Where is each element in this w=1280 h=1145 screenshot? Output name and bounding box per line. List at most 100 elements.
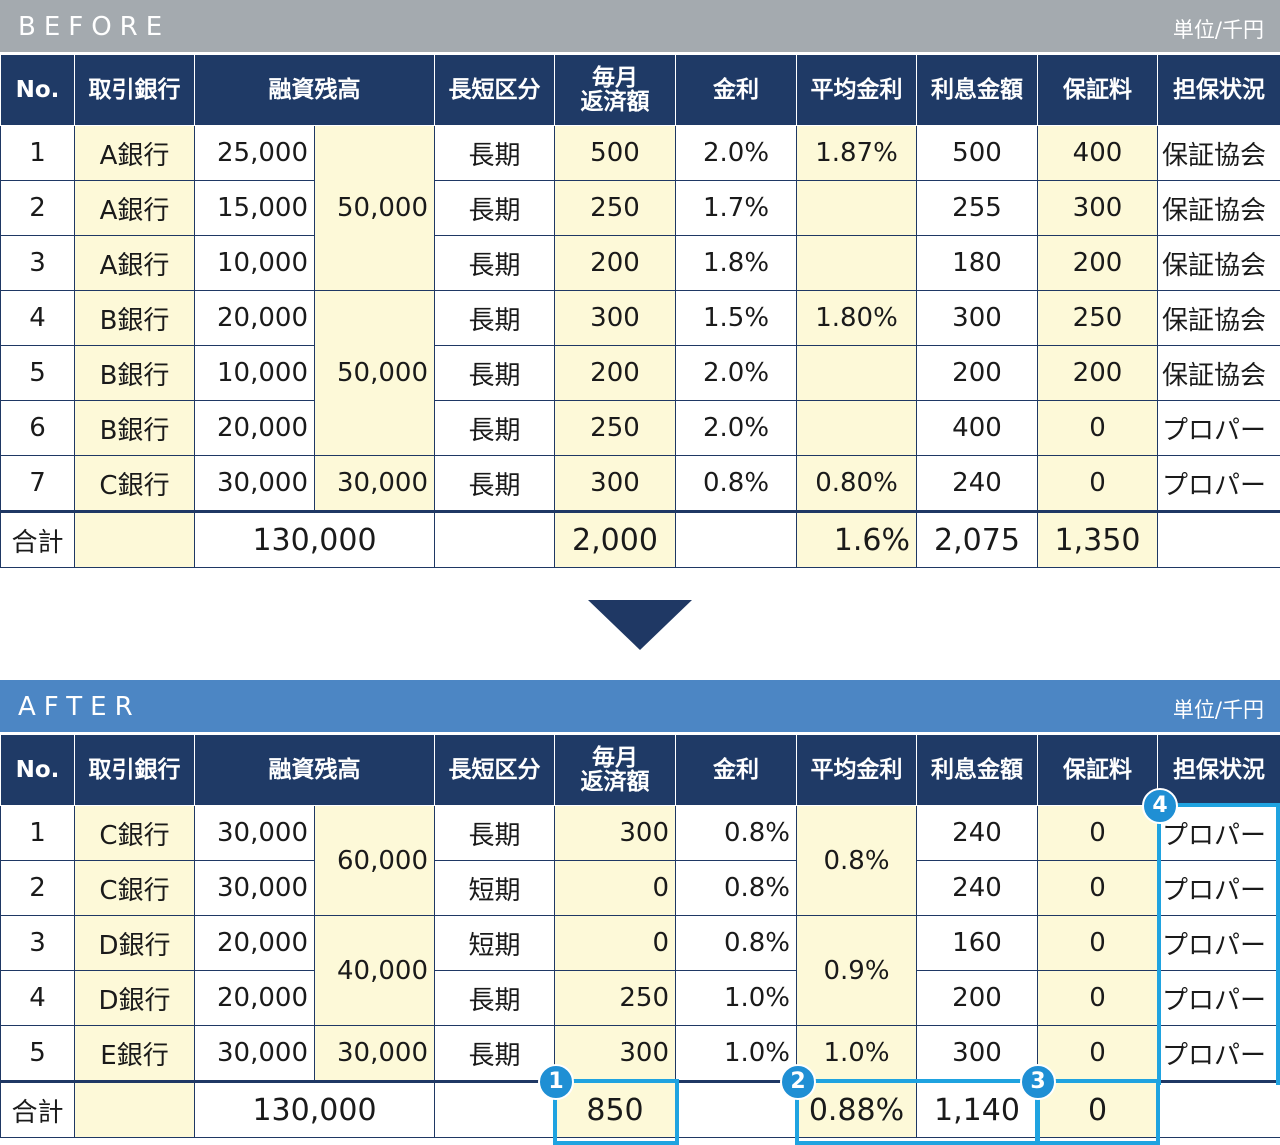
header-no: No.	[1, 735, 75, 806]
cell-term: 長期	[435, 126, 555, 181]
header-bank: 取引銀行	[75, 735, 195, 806]
header-collateral: 担保状況	[1158, 735, 1280, 806]
cell-interest: 255	[917, 181, 1038, 236]
total-label: 合計	[1, 512, 75, 568]
cell-fee: 0	[1038, 456, 1158, 512]
cell-subtotal: 60,000	[315, 806, 435, 916]
header-avg-rate: 平均金利	[797, 735, 917, 806]
cell-bank: C銀行	[75, 861, 195, 916]
cell-fee: 0	[1038, 971, 1158, 1026]
header-balance: 融資残高	[195, 735, 435, 806]
header-bank: 取引銀行	[75, 55, 195, 126]
cell-fee: 0	[1038, 1026, 1158, 1082]
total-row: 合計 130,000 850 0.88% 1,140 0	[1, 1082, 1280, 1138]
cell-term: 長期	[435, 401, 555, 456]
before-unit: 単位/千円	[1173, 14, 1264, 44]
cell-monthly: 300	[555, 456, 676, 512]
total-monthly: 850	[555, 1082, 676, 1138]
cell-rate: 0.8%	[676, 916, 797, 971]
total-bank-blank	[75, 1082, 195, 1138]
cell-term: 短期	[435, 916, 555, 971]
down-arrow-icon	[588, 600, 692, 650]
cell-term: 短期	[435, 861, 555, 916]
cell-fee: 0	[1038, 916, 1158, 971]
cell-monthly: 300	[555, 291, 676, 346]
header-term: 長短区分	[435, 55, 555, 126]
cell-rate: 1.7%	[676, 181, 797, 236]
cell-fee: 0	[1038, 401, 1158, 456]
cell-term: 長期	[435, 291, 555, 346]
header-balance: 融資残高	[195, 55, 435, 126]
cell-collateral: プロパー	[1158, 861, 1280, 916]
cell-subtotal: 30,000	[315, 1026, 435, 1082]
cell-collateral: プロパー	[1158, 401, 1280, 456]
cell-interest: 160	[917, 916, 1038, 971]
cell-rate: 1.0%	[676, 971, 797, 1026]
cell-interest: 200	[917, 346, 1038, 401]
cell-balance: 30,000	[195, 456, 315, 512]
cell-subtotal: 30,000	[315, 456, 435, 512]
total-interest: 2,075	[917, 512, 1038, 568]
header-rate: 金利	[676, 735, 797, 806]
cell-term: 長期	[435, 806, 555, 861]
cell-fee: 250	[1038, 291, 1158, 346]
cell-bank: E銀行	[75, 1026, 195, 1082]
total-interest: 1,140	[917, 1082, 1038, 1138]
cell-balance: 15,000	[195, 181, 315, 236]
cell-no: 1	[1, 126, 75, 181]
cell-collateral: 保証協会	[1158, 291, 1280, 346]
table-row: 3 A銀行 10,000 長期 200 1.8% 180 200 保証協会	[1, 236, 1280, 291]
total-rate-blank	[676, 1082, 797, 1138]
cell-fee: 0	[1038, 861, 1158, 916]
cell-no: 2	[1, 181, 75, 236]
cell-interest: 300	[917, 291, 1038, 346]
table-row: 6 B銀行 20,000 長期 250 2.0% 400 0 プロパー	[1, 401, 1280, 456]
total-avg-rate: 0.88%	[797, 1082, 917, 1138]
cell-avg-rate: 1.0%	[797, 1026, 917, 1082]
cell-interest: 400	[917, 401, 1038, 456]
cell-bank: A銀行	[75, 236, 195, 291]
table-row: 5 E銀行 30,000 30,000 長期 300 1.0% 1.0% 300…	[1, 1026, 1280, 1082]
header-term: 長短区分	[435, 735, 555, 806]
before-title-bar: BEFORE 単位/千円	[0, 0, 1280, 52]
total-collateral-blank	[1158, 512, 1280, 568]
table-row: 7 C銀行 30,000 30,000 長期 300 0.8% 0.80% 24…	[1, 456, 1280, 512]
before-header-row: No. 取引銀行 融資残高 長短区分 毎月返済額 金利 平均金利 利息金額 保証…	[1, 55, 1280, 126]
cell-monthly: 0	[555, 861, 676, 916]
before-table: No. 取引銀行 融資残高 長短区分 毎月返済額 金利 平均金利 利息金額 保証…	[0, 54, 1280, 568]
cell-bank: A銀行	[75, 181, 195, 236]
cell-rate: 0.8%	[676, 456, 797, 512]
cell-rate: 2.0%	[676, 346, 797, 401]
cell-term: 長期	[435, 456, 555, 512]
cell-monthly: 300	[555, 806, 676, 861]
header-avg-rate: 平均金利	[797, 55, 917, 126]
total-bank-blank	[75, 512, 195, 568]
cell-bank: C銀行	[75, 456, 195, 512]
cell-term: 長期	[435, 236, 555, 291]
total-collateral-blank	[1158, 1082, 1280, 1138]
cell-monthly: 200	[555, 346, 676, 401]
cell-bank: B銀行	[75, 346, 195, 401]
total-balance: 130,000	[195, 1082, 435, 1138]
total-monthly: 2,000	[555, 512, 676, 568]
header-rate: 金利	[676, 55, 797, 126]
cell-avg-rate	[797, 401, 917, 456]
cell-no: 2	[1, 861, 75, 916]
total-fee: 1,350	[1038, 512, 1158, 568]
cell-balance: 10,000	[195, 236, 315, 291]
total-fee: 0	[1038, 1082, 1158, 1138]
header-monthly: 毎月返済額	[555, 55, 676, 126]
table-row: 4 D銀行 20,000 長期 250 1.0% 200 0 プロパー	[1, 971, 1280, 1026]
cell-avg-rate	[797, 236, 917, 291]
cell-subtotal: 40,000	[315, 916, 435, 1026]
cell-monthly: 250	[555, 181, 676, 236]
total-balance: 130,000	[195, 512, 435, 568]
cell-balance: 25,000	[195, 126, 315, 181]
total-rate-blank	[676, 512, 797, 568]
total-avg-rate: 1.6%	[797, 512, 917, 568]
cell-no: 1	[1, 806, 75, 861]
table-row: 3 D銀行 20,000 40,000 短期 0 0.8% 0.9% 160 0…	[1, 916, 1280, 971]
cell-balance: 20,000	[195, 291, 315, 346]
after-unit: 単位/千円	[1173, 694, 1264, 724]
cell-term: 長期	[435, 971, 555, 1026]
